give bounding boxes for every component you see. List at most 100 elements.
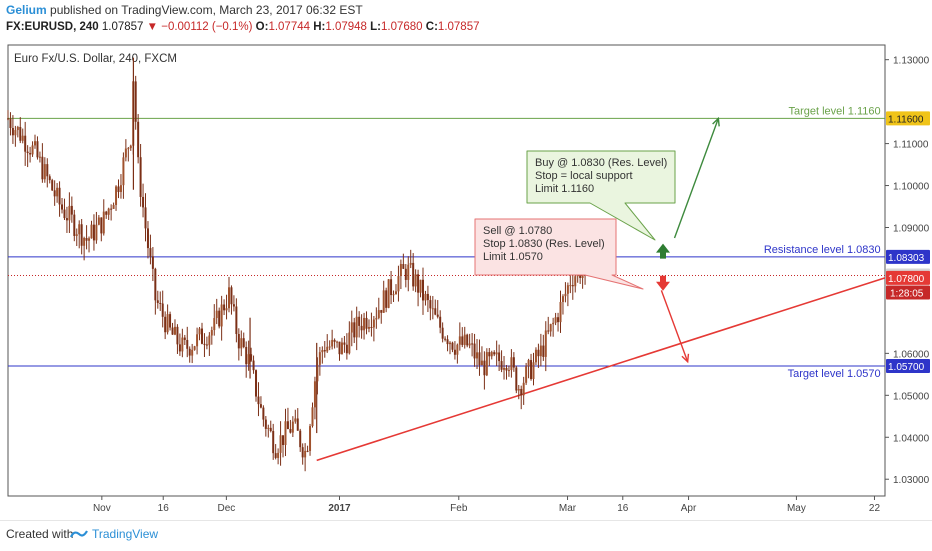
candle — [377, 310, 380, 318]
price-chart[interactable]: Euro Fx/U.S. Dollar, 240, FXCM 1.13000 1.1… — [0, 40, 932, 520]
y-tick-label: 1.04000 — [893, 433, 930, 444]
candle — [119, 185, 122, 193]
y-tick-label: 1.10000 — [893, 182, 930, 193]
candle — [215, 310, 218, 319]
candle — [100, 217, 103, 234]
candle — [554, 317, 557, 323]
candle — [537, 349, 540, 357]
candle — [186, 339, 189, 349]
candle — [309, 426, 312, 451]
candle — [338, 341, 341, 355]
candle — [431, 308, 434, 310]
candle — [412, 262, 415, 287]
candle — [532, 362, 535, 380]
candle — [434, 308, 437, 315]
candle — [36, 141, 39, 158]
candle — [574, 276, 577, 287]
candle — [272, 431, 275, 454]
candle — [409, 262, 412, 265]
candle — [500, 361, 503, 370]
candle — [102, 211, 105, 234]
candle — [92, 224, 95, 241]
candle — [552, 322, 555, 325]
candle — [63, 209, 66, 219]
candle — [461, 336, 464, 345]
price-badge — [886, 111, 930, 126]
candle — [375, 317, 378, 320]
buy-target-arrow-head — [712, 116, 720, 127]
candle — [200, 328, 203, 344]
y-tick-label: 1.03000 — [893, 475, 930, 486]
candle — [274, 453, 277, 458]
candle — [255, 370, 258, 397]
candle — [43, 164, 46, 180]
candle — [252, 360, 255, 371]
candle — [245, 346, 248, 365]
support-trendline — [316, 277, 886, 462]
candle — [154, 268, 157, 301]
candle — [31, 145, 34, 155]
candle — [129, 145, 132, 149]
candle — [58, 187, 61, 205]
symbol-label: FX:EURUSD, 240 — [6, 21, 99, 33]
candle — [557, 317, 560, 323]
candle — [348, 332, 351, 354]
sell-target-arrow — [660, 290, 689, 362]
candle — [426, 293, 429, 301]
candle — [205, 344, 208, 346]
candle — [429, 300, 432, 309]
candle — [507, 370, 510, 372]
y-tick-label: 1.05000 — [893, 391, 930, 402]
candle — [512, 357, 515, 368]
countdown-badge-text: 1:28:05 — [890, 289, 924, 300]
candle — [382, 290, 385, 313]
candle — [282, 435, 285, 446]
candle — [38, 156, 41, 158]
candle — [240, 338, 243, 349]
candle — [242, 338, 245, 347]
candle — [336, 341, 339, 343]
candle — [515, 367, 518, 391]
candle — [446, 339, 449, 345]
candle — [188, 348, 191, 356]
author-name[interactable]: Gelium — [6, 3, 47, 17]
candle — [223, 304, 226, 311]
candle — [56, 187, 59, 197]
sell-callout-line: Stop 1.0830 (Res. Level) — [483, 238, 605, 250]
candle — [463, 334, 466, 345]
candle — [21, 135, 24, 141]
candle — [311, 407, 314, 427]
candle — [78, 224, 81, 235]
last-price: 1.07857 — [101, 21, 144, 33]
candle — [164, 316, 167, 333]
candle — [259, 404, 262, 408]
candle — [414, 274, 417, 287]
candle — [478, 352, 481, 366]
candle — [564, 293, 567, 297]
tradingview-link[interactable]: TradingView — [92, 527, 159, 541]
candle — [24, 135, 27, 152]
low-label: L: — [370, 21, 381, 33]
candle — [399, 264, 402, 277]
candle — [228, 287, 231, 309]
candle — [70, 205, 73, 215]
x-tick-label: Mar — [559, 503, 577, 514]
candle — [326, 346, 329, 352]
candle — [331, 339, 334, 347]
candle — [353, 322, 356, 338]
candle — [134, 81, 137, 122]
candle — [41, 156, 44, 180]
candle — [173, 326, 176, 335]
candle — [539, 345, 542, 357]
candle — [372, 319, 375, 328]
candle — [156, 300, 159, 303]
candle — [468, 343, 471, 346]
close-value: 1.07857 — [437, 21, 480, 33]
candle — [105, 211, 108, 215]
candle — [421, 279, 424, 301]
y-tick-label: 1.11000 — [893, 140, 929, 151]
candle — [471, 343, 474, 345]
candle — [208, 335, 211, 346]
candle — [299, 430, 302, 448]
candle — [124, 148, 127, 158]
